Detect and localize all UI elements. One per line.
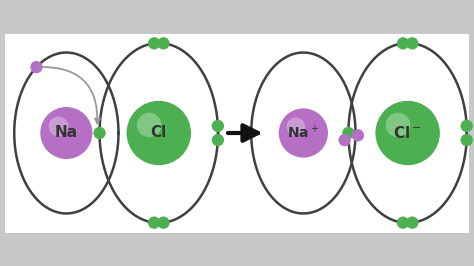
- Circle shape: [287, 118, 305, 136]
- FancyArrowPatch shape: [39, 67, 100, 123]
- Circle shape: [338, 134, 351, 146]
- Circle shape: [148, 37, 160, 49]
- Circle shape: [49, 117, 68, 136]
- Circle shape: [127, 101, 191, 165]
- Circle shape: [461, 134, 473, 146]
- Circle shape: [212, 134, 224, 146]
- Circle shape: [279, 108, 328, 158]
- Circle shape: [397, 217, 409, 229]
- Circle shape: [30, 61, 43, 73]
- Circle shape: [148, 217, 160, 229]
- Circle shape: [461, 120, 473, 132]
- FancyBboxPatch shape: [5, 34, 469, 233]
- Text: Cl: Cl: [151, 126, 167, 140]
- Circle shape: [397, 37, 409, 49]
- Circle shape: [375, 101, 440, 165]
- Circle shape: [352, 129, 364, 142]
- Circle shape: [406, 217, 419, 229]
- Text: Na: Na: [55, 126, 78, 140]
- Circle shape: [93, 127, 106, 139]
- Circle shape: [342, 127, 355, 139]
- Circle shape: [212, 120, 224, 132]
- Text: Na$^+$: Na$^+$: [287, 124, 319, 142]
- Circle shape: [386, 113, 410, 137]
- Circle shape: [137, 113, 161, 137]
- Circle shape: [406, 37, 419, 49]
- Circle shape: [40, 107, 92, 159]
- Text: Cl$^-$: Cl$^-$: [393, 125, 422, 141]
- Circle shape: [157, 37, 170, 49]
- Circle shape: [157, 217, 170, 229]
